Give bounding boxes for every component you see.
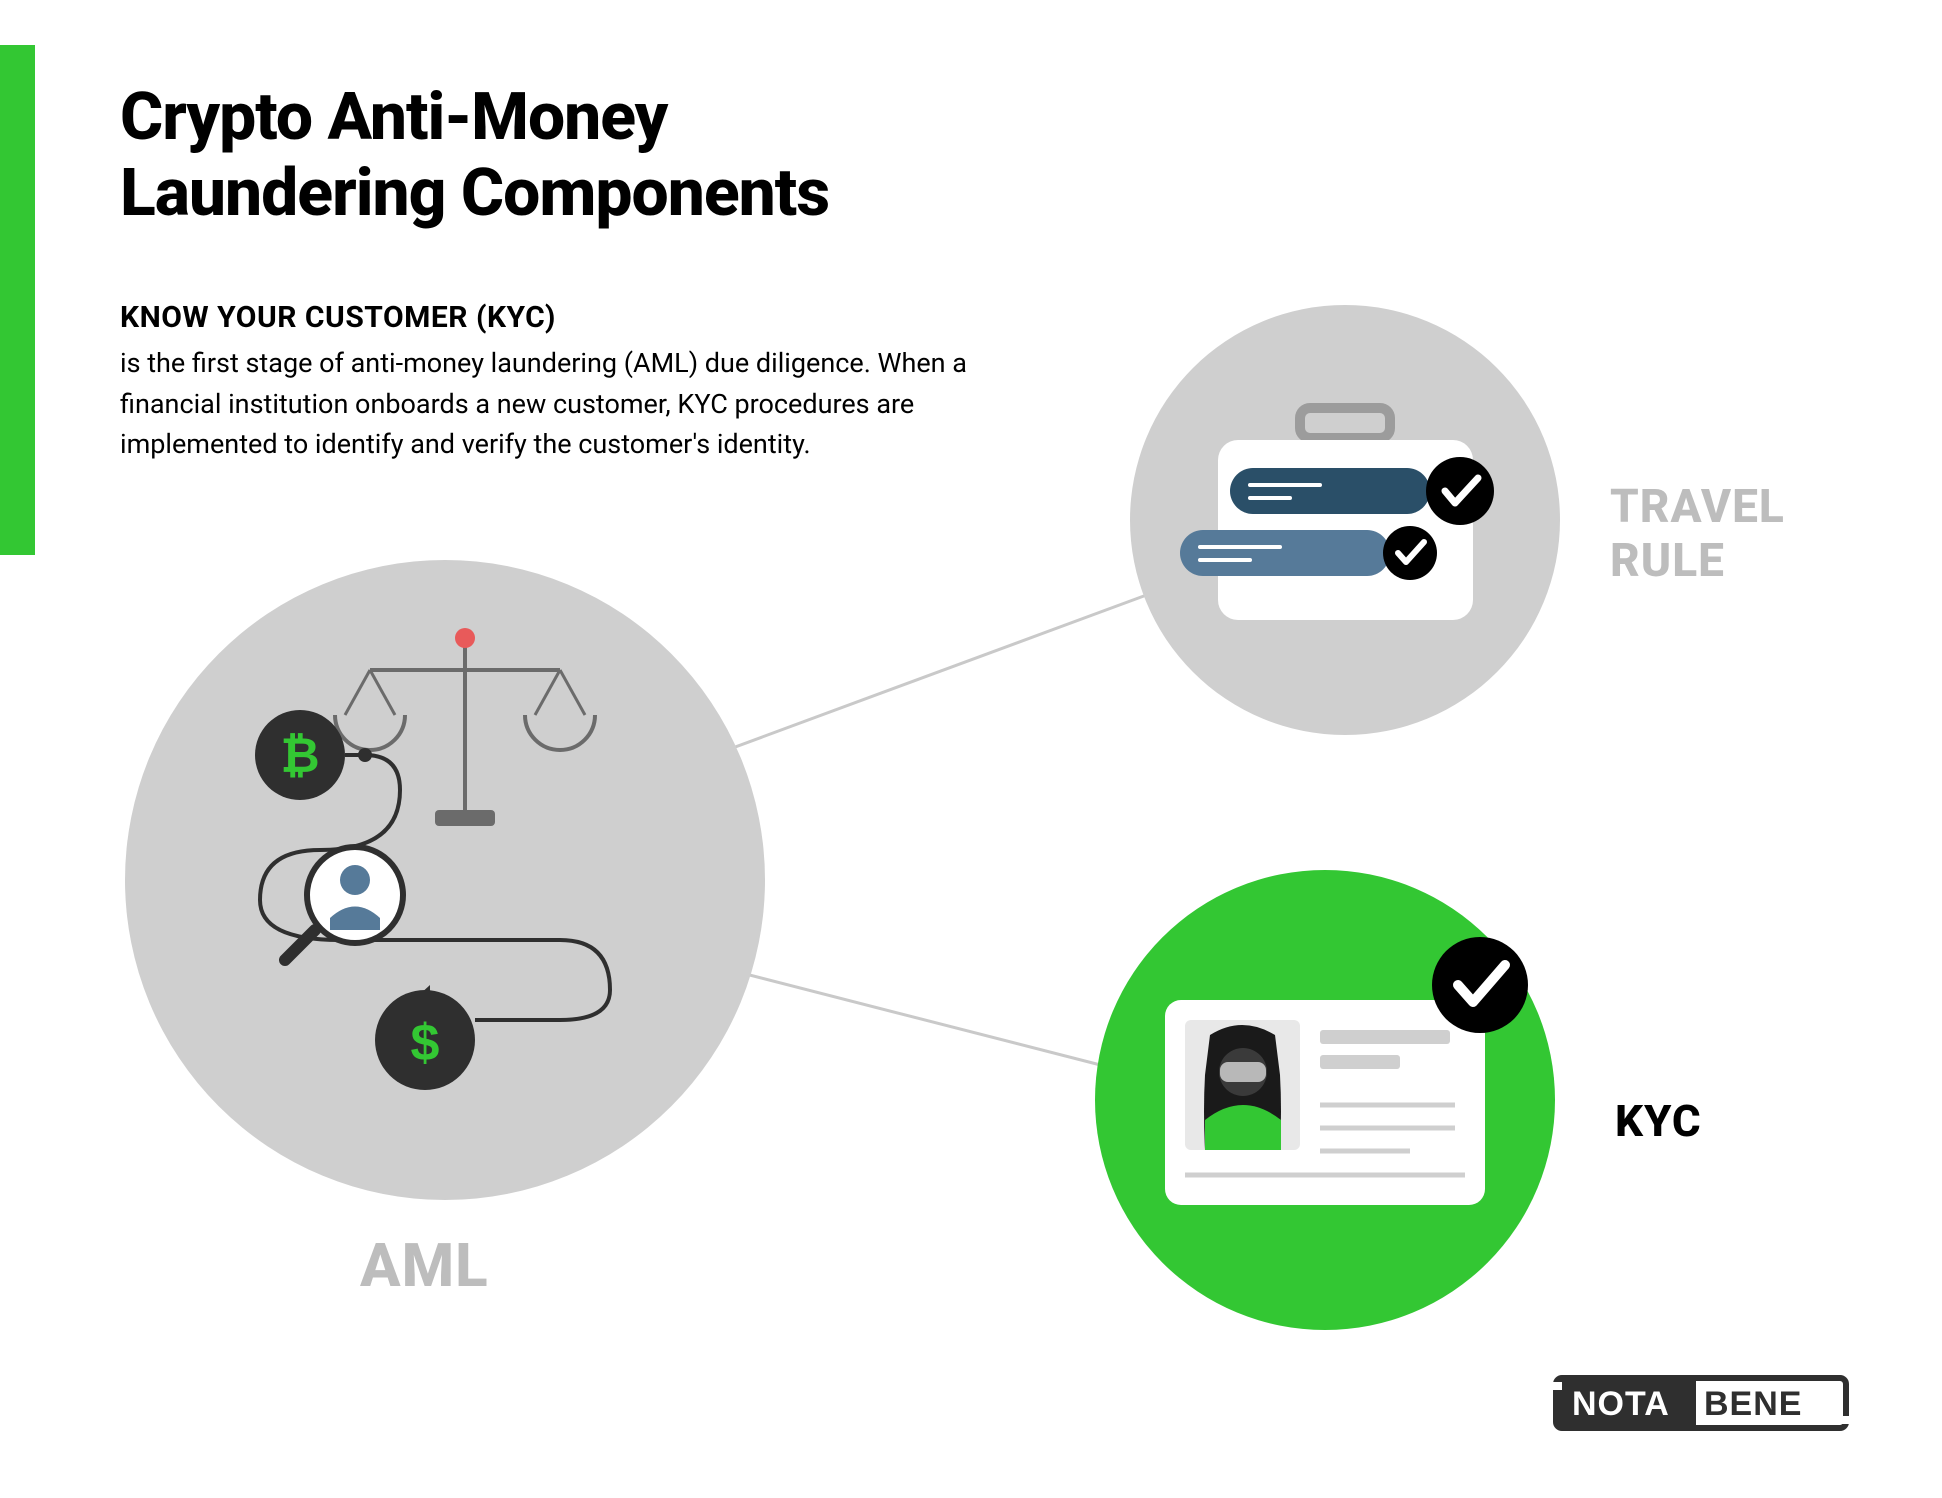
edges <box>700 590 1160 1070</box>
kyc-node <box>1095 870 1555 1330</box>
svg-text:$: $ <box>411 1014 440 1072</box>
travel-rule-node <box>1130 305 1560 735</box>
svg-text:₿: ₿ <box>280 730 319 783</box>
travel-rule-label: TRAVELRULE <box>1610 480 1785 588</box>
notabene-logo: NOTA BENE <box>1552 1368 1852 1438</box>
svg-text:NOTA: NOTA <box>1572 1385 1670 1423</box>
svg-text:BENE: BENE <box>1704 1385 1802 1423</box>
kyc-label: KYC <box>1615 1095 1702 1147</box>
aml-node: ₿ $ <box>125 560 765 1200</box>
aml-label: AML <box>360 1230 489 1301</box>
diagram-canvas: ₿ $ <box>0 0 1942 1498</box>
